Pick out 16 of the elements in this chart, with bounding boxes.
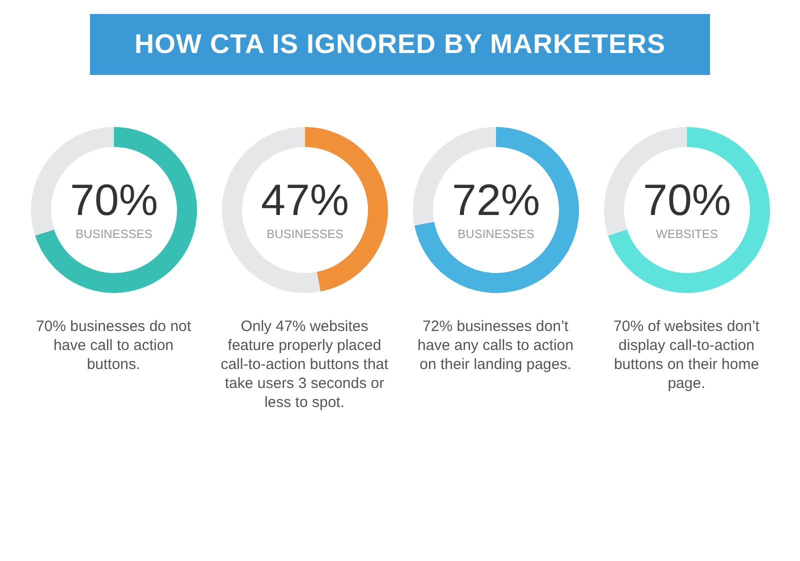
text: HOW CTA IS IGNORED BY MARKETERS xyxy=(90,14,710,75)
text: BUSINESSES xyxy=(457,227,534,241)
text: 70% businesses do not have call to action buttons. xyxy=(34,317,192,374)
text: 70% of websites don’t display call-to-action buttons on their home page. xyxy=(612,317,760,393)
data-label: 70% xyxy=(642,176,731,225)
data-label: 70% xyxy=(69,176,158,225)
text: WEBSITES xyxy=(655,227,718,241)
text: BUSINESSES xyxy=(75,227,152,241)
text: Only 47% websites feature properly placed call-to-action buttons that take users 3 seconds or less to spot. xyxy=(220,317,390,412)
text: 72% businesses don’t have any calls to action on their landing pages. xyxy=(416,317,574,374)
donut-slice xyxy=(34,127,196,293)
donut-slice xyxy=(414,127,578,293)
donut-slice xyxy=(608,127,770,293)
data-label: 72% xyxy=(451,176,540,225)
data-label: 47% xyxy=(260,176,349,225)
text: BUSINESSES xyxy=(266,227,343,241)
